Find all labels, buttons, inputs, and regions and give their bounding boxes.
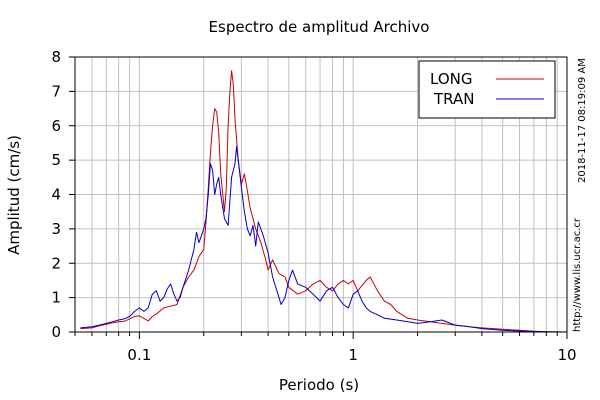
y-tick-label: 2 <box>51 254 61 272</box>
timestamp-text: 2018-11-17 08:19:09 AM <box>577 58 588 183</box>
series-layer <box>80 70 568 333</box>
y-tick-label: 8 <box>51 48 61 66</box>
series-line-tran <box>80 145 568 333</box>
y-tick-label: 7 <box>51 82 61 100</box>
y-tick-label: 3 <box>51 220 61 238</box>
source-url-text: http://www.lis.ucr.ac.cr <box>572 217 583 332</box>
y-tick-label: 0 <box>51 323 61 341</box>
y-axis-label: Amplitud (cm/s) <box>5 135 23 255</box>
x-tick-label: 10 <box>557 346 576 364</box>
ticks: 0 1 2 3 4 5 6 7 8 0.1 1 10 <box>51 48 576 364</box>
y-tick-label: 4 <box>51 186 61 204</box>
legend-label-long: LONG <box>430 70 472 88</box>
y-tick-label: 5 <box>51 151 61 169</box>
x-tick-label: 1 <box>348 346 358 364</box>
x-axis-label: Periodo (s) <box>279 376 359 394</box>
y-tick-label: 1 <box>51 289 61 307</box>
legend: LONG TRAN <box>418 60 556 119</box>
legend-box <box>418 60 556 119</box>
chart-title: Espectro de amplitud Archivo <box>209 18 430 36</box>
legend-label-tran: TRAN <box>433 90 474 108</box>
series-line-long <box>80 70 568 333</box>
x-tick-label: 0.1 <box>127 346 151 364</box>
y-tick-label: 6 <box>51 117 61 135</box>
